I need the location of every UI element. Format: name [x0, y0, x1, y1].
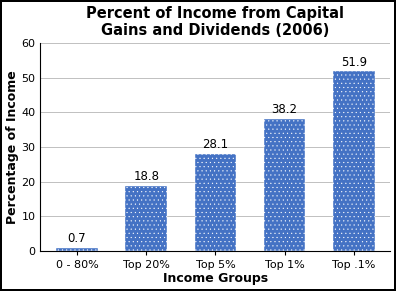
Y-axis label: Percentage of Income: Percentage of Income: [6, 70, 19, 224]
X-axis label: Income Groups: Income Groups: [163, 272, 268, 285]
Bar: [56, 248, 98, 251]
Text: 51.9: 51.9: [341, 56, 367, 68]
Text: 38.2: 38.2: [272, 103, 297, 116]
Title: Percent of Income from Capital
Gains and Dividends (2006): Percent of Income from Capital Gains and…: [86, 6, 345, 38]
Text: 18.8: 18.8: [133, 170, 159, 183]
Text: 0.7: 0.7: [68, 233, 86, 245]
Bar: [264, 119, 305, 251]
Bar: [126, 186, 167, 251]
Bar: [333, 71, 375, 251]
Text: 28.1: 28.1: [202, 138, 228, 151]
Bar: [194, 154, 236, 251]
